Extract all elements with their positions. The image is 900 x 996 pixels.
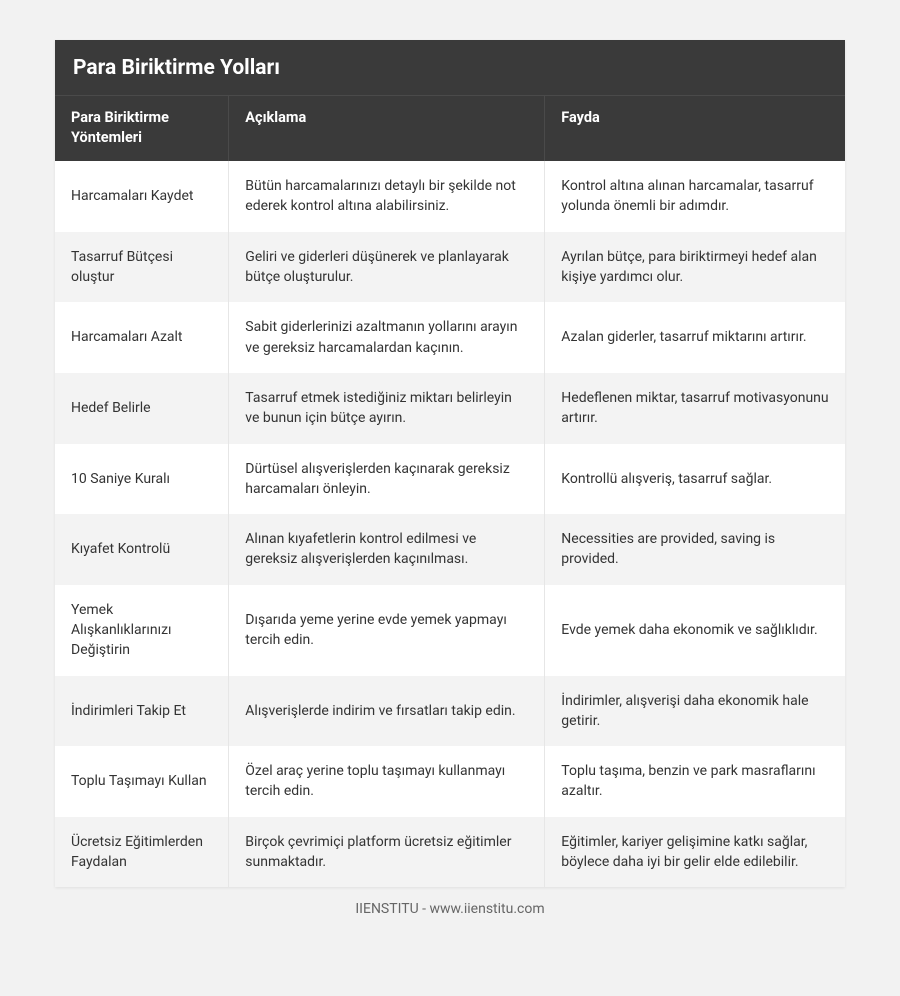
cell-benefit: Toplu taşıma, benzin ve park masrafların… <box>545 746 845 817</box>
cell-desc: Özel araç yerine toplu taşımayı kullanma… <box>229 746 545 817</box>
cell-method: İndirimleri Takip Et <box>55 676 229 747</box>
footer-text: IIENSTITU - www.iienstitu.com <box>55 887 845 917</box>
table-row: Kıyafet Kontrolü Alınan kıyafetlerin kon… <box>55 514 845 585</box>
cell-method: Tasarruf Bütçesi oluştur <box>55 232 229 303</box>
cell-benefit: Kontrol altına alınan harcamalar, tasarr… <box>545 161 845 232</box>
table-row: Yemek Alışkanlıklarınızı Değiştirin Dışa… <box>55 585 845 676</box>
cell-desc: Dürtüsel alışverişlerden kaçınarak gerek… <box>229 444 545 515</box>
table-body: Harcamaları Kaydet Bütün harcamalarınızı… <box>55 161 845 887</box>
cell-method: Ücretsiz Eğitimlerden Faydalan <box>55 817 229 888</box>
cell-desc: Dışarıda yeme yerine evde yemek yapmayı … <box>229 585 545 676</box>
cell-method: Harcamaları Azalt <box>55 302 229 373</box>
table-row: Hedef Belirle Tasarruf etmek istediğiniz… <box>55 373 845 444</box>
cell-desc: Bütün harcamalarınızı detaylı bir şekild… <box>229 161 545 232</box>
cell-desc: Alınan kıyafetlerin kontrol edilmesi ve … <box>229 514 545 585</box>
cell-method: Hedef Belirle <box>55 373 229 444</box>
table-row: Tasarruf Bütçesi oluştur Geliri ve gider… <box>55 232 845 303</box>
table-row: İndirimleri Takip Et Alışverişlerde indi… <box>55 676 845 747</box>
cell-method: Kıyafet Kontrolü <box>55 514 229 585</box>
table-row: Ücretsiz Eğitimlerden Faydalan Birçok çe… <box>55 817 845 888</box>
cell-benefit: Azalan giderler, tasarruf miktarını artı… <box>545 302 845 373</box>
cell-desc: Sabit giderlerinizi azaltmanın yollarını… <box>229 302 545 373</box>
cell-method: 10 Saniye Kuralı <box>55 444 229 515</box>
cell-desc: Birçok çevrimiçi platform ücretsiz eğiti… <box>229 817 545 888</box>
table-header-row: Para Biriktirme Yöntemleri Açıklama Fayd… <box>55 96 845 162</box>
content-card: Para Biriktirme Yolları Para Biriktirme … <box>55 40 845 887</box>
table-row: Toplu Taşımayı Kullan Özel araç yerine t… <box>55 746 845 817</box>
cell-method: Toplu Taşımayı Kullan <box>55 746 229 817</box>
cell-benefit: Kontrollü alışveriş, tasarruf sağlar. <box>545 444 845 515</box>
cell-benefit: Evde yemek daha ekonomik ve sağlıklıdır. <box>545 585 845 676</box>
cell-benefit: Ayrılan bütçe, para biriktirmeyi hedef a… <box>545 232 845 303</box>
table-row: Harcamaları Kaydet Bütün harcamalarınızı… <box>55 161 845 232</box>
savings-table: Para Biriktirme Yöntemleri Açıklama Fayd… <box>55 95 845 887</box>
cell-benefit: Necessities are provided, saving is prov… <box>545 514 845 585</box>
cell-benefit: Hedeflenen miktar, tasarruf motivasyonun… <box>545 373 845 444</box>
cell-desc: Geliri ve giderleri düşünerek ve planlay… <box>229 232 545 303</box>
cell-desc: Tasarruf etmek istediğiniz miktarı belir… <box>229 373 545 444</box>
cell-benefit: İndirimler, alışverişi daha ekonomik hal… <box>545 676 845 747</box>
col-header-method: Para Biriktirme Yöntemleri <box>55 96 229 162</box>
cell-method: Harcamaları Kaydet <box>55 161 229 232</box>
page-title: Para Biriktirme Yolları <box>55 40 845 95</box>
cell-benefit: Eğitimler, kariyer gelişimine katkı sağl… <box>545 817 845 888</box>
table-row: 10 Saniye Kuralı Dürtüsel alışverişlerde… <box>55 444 845 515</box>
cell-desc: Alışverişlerde indirim ve fırsatları tak… <box>229 676 545 747</box>
cell-method: Yemek Alışkanlıklarınızı Değiştirin <box>55 585 229 676</box>
col-header-benefit: Fayda <box>545 96 845 162</box>
col-header-desc: Açıklama <box>229 96 545 162</box>
table-row: Harcamaları Azalt Sabit giderlerinizi az… <box>55 302 845 373</box>
